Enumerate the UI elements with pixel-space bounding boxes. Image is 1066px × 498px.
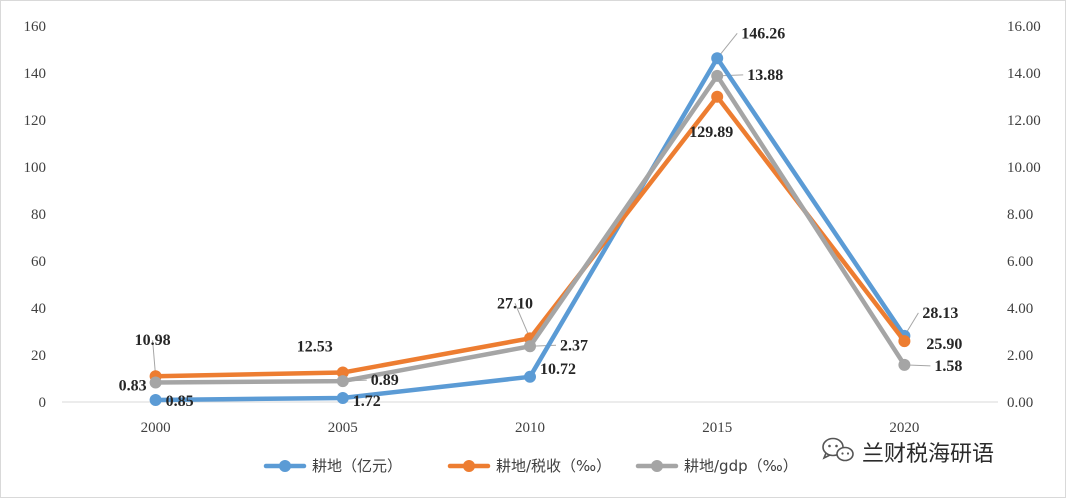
x-tick-label: 2005 [328,420,358,436]
label-connector [514,303,531,339]
legend-item: 耕地/税收（‰） [447,457,611,475]
x-tick-label: 2000 [141,420,171,436]
legend-marker [651,460,663,472]
data-label: 129.89 [689,124,733,141]
data-point [711,52,724,65]
y-right-tick-label: 10.00 [1007,160,1041,176]
data-label: 0.85 [166,393,194,410]
y-right-tick-label: 4.00 [1007,301,1033,317]
data-point [711,69,724,82]
watermark-text: 兰财税海研语 [862,442,994,467]
data-point [336,391,349,404]
data-point [336,375,349,388]
data-point [898,358,911,371]
data-point [149,394,162,407]
y-right-tick-label: 12.00 [1007,113,1041,129]
legend: 耕地（亿元） 耕地/税收（‰） 耕地/gdp（‰） [263,457,798,475]
y-left-tick-label: 100 [24,160,47,176]
data-label: 10.98 [135,332,171,349]
series [149,52,911,407]
y-right-tick-label: 0.00 [1007,395,1033,411]
x-tick-label: 2020 [889,420,919,436]
y-left-tick-label: 120 [24,113,47,129]
x-tick-label: 2015 [702,420,732,436]
data-point [711,90,724,103]
legend-item: 耕地（亿元） [263,457,402,475]
data-point [149,376,162,389]
wechat-icon [822,437,854,462]
data-labels: 0.85 1.72 10.72 146.26 28.13 10.98 12.53 27.10 1… [119,25,963,410]
x-tick-label: 2010 [515,420,545,436]
data-point [524,340,536,353]
data-label: 27.10 [497,295,533,312]
data-label: 28.13 [922,305,958,322]
legend-marker [279,460,291,472]
y-right-tick-label: 8.00 [1007,207,1033,223]
y-left-tick-label: 160 [24,19,47,35]
data-point [898,335,911,348]
y-left-tick-label: 60 [31,254,46,270]
y-right-tick-label: 16.00 [1007,19,1041,35]
data-label: 0.89 [371,372,399,389]
legend-item: 耕地/gdp（‰） [635,457,798,475]
legend-marker [463,460,475,472]
data-label: 12.53 [297,339,333,356]
data-label: 146.26 [741,25,785,42]
y-left-tick-label: 20 [31,348,46,364]
data-label: 1.58 [934,358,962,375]
legend-label: 耕地（亿元） [312,457,402,475]
series-2 [149,69,911,389]
label-connector [152,340,157,377]
data-label: 10.72 [540,361,576,378]
data-label: 25.90 [926,336,962,353]
legend-label: 耕地/gdp（‰） [684,457,798,475]
data-label: 1.72 [353,393,381,410]
series-1 [149,90,911,383]
legend-label: 耕地/税收（‰） [496,457,611,475]
y-left-tick-label: 40 [31,301,46,317]
y-left-tick-label: 0 [39,395,47,411]
y-right-tick-label: 6.00 [1007,254,1033,270]
axes: 0 20 40 60 80 100 120 140 160 0.00 2.00 4.00 6.00 8.0… [24,19,1041,436]
watermark: 兰财税海研语 [822,437,994,467]
data-label: 13.88 [747,67,783,84]
y-right-tick-label: 2.00 [1007,348,1033,364]
data-point [524,370,536,383]
y-right-tick-label: 14.00 [1007,66,1041,82]
data-label: 2.37 [560,337,588,354]
y-left-tick-label: 80 [31,207,46,223]
data-point [336,366,349,379]
y-left-tick-label: 140 [24,66,47,82]
data-label: 0.83 [119,377,147,394]
